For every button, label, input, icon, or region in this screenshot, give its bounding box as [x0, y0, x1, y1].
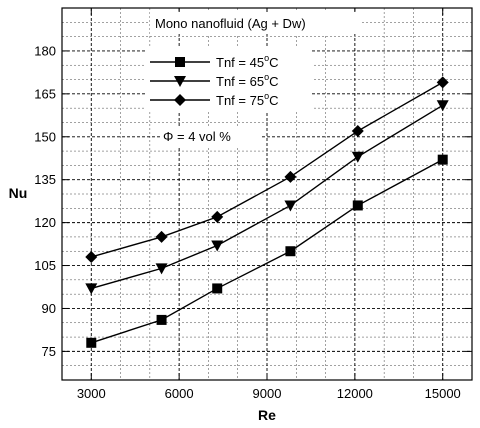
chart-title: Mono nanofluid (Ag + Dw)	[155, 16, 306, 31]
square-marker	[352, 200, 363, 211]
triangle-down-marker	[174, 76, 186, 87]
legend-entry: Tnf = 65oC	[150, 72, 278, 89]
triangle-down-marker	[211, 240, 224, 252]
y-tick-label: 165	[34, 86, 56, 101]
square-marker	[86, 337, 97, 348]
diamond-marker	[284, 170, 297, 183]
x-tick-label: 6000	[165, 386, 194, 401]
series-3	[85, 76, 449, 263]
legend: Tnf = 45oC Tnf = 65oC Tnf = 75oC	[150, 53, 278, 108]
legend-entry: Tnf = 75oC	[150, 91, 278, 108]
y-tick-label: 90	[42, 301, 56, 316]
square-marker	[156, 314, 167, 325]
triangle-down-marker	[155, 263, 168, 275]
legend-label: Tnf = 45oC	[216, 53, 278, 70]
y-tick-label: 135	[34, 172, 56, 187]
triangle-down-marker	[284, 200, 297, 212]
legend-label: Tnf = 65oC	[216, 72, 278, 89]
legend-entry: Tnf = 45oC	[150, 53, 278, 70]
x-tick-label: 12000	[337, 386, 373, 401]
series-layer	[85, 76, 449, 348]
series-line	[91, 81, 444, 258]
y-tick-label: 150	[34, 129, 56, 144]
square-marker	[437, 154, 448, 165]
triangle-down-marker	[436, 100, 449, 112]
x-tick-label: 15000	[425, 386, 461, 401]
y-tick-label: 180	[34, 43, 56, 58]
x-tick-label: 9000	[253, 386, 282, 401]
title-background	[150, 12, 360, 34]
diamond-marker	[351, 125, 364, 138]
series-2	[85, 100, 449, 295]
diamond-marker	[174, 94, 186, 106]
series-line	[91, 104, 444, 290]
annotation-background	[160, 126, 260, 146]
diamond-marker	[85, 250, 98, 263]
diamond-marker	[155, 230, 168, 243]
diamond-marker	[436, 76, 449, 89]
y-tick-label: 120	[34, 215, 56, 230]
series-line	[91, 159, 444, 344]
square-marker	[212, 283, 223, 294]
y-tick-label: 105	[34, 258, 56, 273]
triangle-down-marker	[85, 283, 98, 295]
x-axis-title: Re	[258, 407, 276, 423]
series-1	[86, 154, 448, 348]
y-axis-title: Nu	[9, 185, 28, 201]
y-tick-label: 75	[42, 344, 56, 359]
square-marker	[175, 57, 185, 67]
square-marker	[285, 246, 296, 257]
diamond-marker	[211, 210, 224, 223]
phi-annotation: Φ = 4 vol %	[163, 129, 231, 144]
x-tick-label: 3000	[77, 386, 106, 401]
axis-ticks: 3000 6000 9000 12000 15000 75 90 105 120 135 150 16…	[34, 8, 472, 401]
legend-background	[146, 48, 312, 112]
legend-label: Tnf = 75oC	[216, 91, 278, 108]
triangle-down-marker	[351, 151, 364, 163]
